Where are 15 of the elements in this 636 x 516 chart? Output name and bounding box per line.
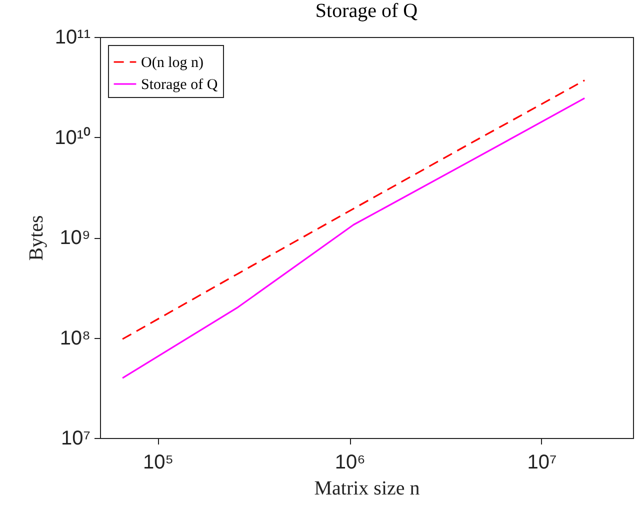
x-tick-label: 10⁶ xyxy=(334,452,366,474)
legend-label: O(n log n) xyxy=(141,55,204,71)
line-series xyxy=(122,79,586,340)
x-tick-label: 10⁷ xyxy=(527,452,557,474)
line-series xyxy=(122,97,586,379)
y-axis-title: Bytes xyxy=(26,215,48,261)
y-tick-label: 10¹¹ xyxy=(54,26,91,48)
chart-title: Storage of Q xyxy=(315,0,418,22)
y-tick-label: 10⁹ xyxy=(60,227,90,249)
x-axis-title: Matrix size n xyxy=(314,478,420,500)
y-tick-label: 10¹⁰ xyxy=(54,126,90,149)
legend-label: Storage of Q xyxy=(141,77,218,93)
x-tick-label: 10⁵ xyxy=(142,452,174,474)
y-tick-label: 10⁸ xyxy=(60,327,90,350)
y-tick-label: 10⁷ xyxy=(61,428,90,450)
